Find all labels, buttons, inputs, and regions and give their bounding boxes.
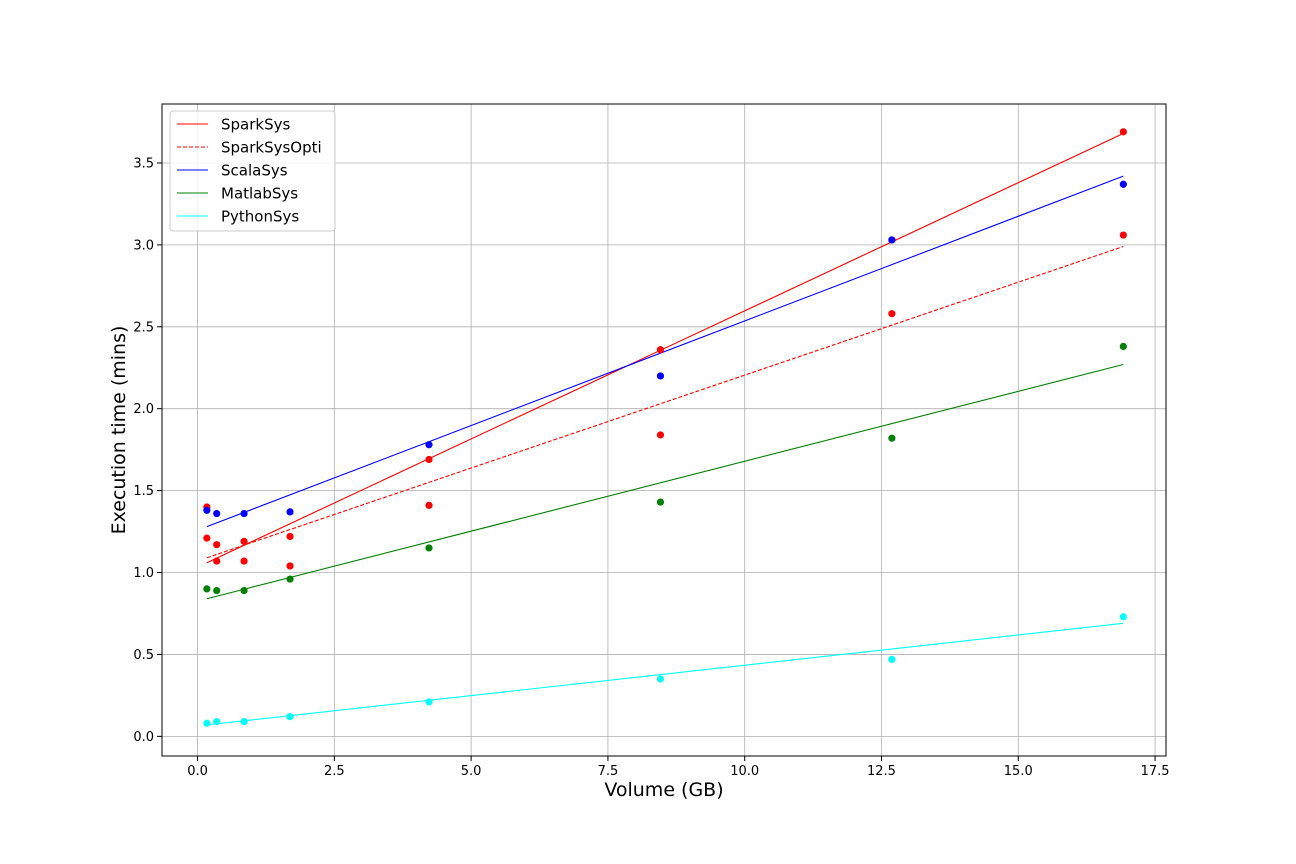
point-sparksys: [213, 541, 221, 549]
x-tick-label: 10.0: [730, 764, 759, 779]
y-tick-label: 3.5: [133, 156, 154, 171]
y-tick-label: 0.0: [133, 730, 154, 745]
point-scalasys: [656, 372, 665, 380]
point-pythonsys: [286, 713, 294, 721]
grid: [162, 104, 1166, 756]
point-pythonsys: [1119, 613, 1127, 621]
legend-box: [169, 110, 336, 232]
point-sparksys: [656, 346, 665, 354]
legend-label-scalasys: ScalaSys: [221, 162, 288, 180]
point-sparksysopti: [213, 557, 221, 565]
point-matlabsys: [425, 544, 433, 552]
point-sparksysopti: [1119, 231, 1127, 239]
point-matlabsys: [888, 434, 896, 442]
fit-line-scalasys: [206, 175, 1124, 528]
legend-label-pythonsys: PythonSys: [221, 208, 299, 226]
point-pythonsys: [213, 717, 221, 726]
point-sparksys: [240, 537, 248, 545]
point-pythonsys: [240, 717, 248, 726]
point-scalasys: [286, 508, 294, 516]
point-matlabsys: [1119, 342, 1127, 351]
fit-line-pythonsys: [206, 622, 1124, 726]
fit-lines: [206, 132, 1124, 726]
point-sparksysopti: [425, 501, 433, 509]
y-tick-label: 3.0: [133, 238, 154, 253]
point-sparksysopti: [656, 431, 665, 439]
point-sparksys: [1119, 128, 1127, 136]
x-axis-label: Volume (GB): [604, 779, 723, 801]
point-matlabsys: [240, 586, 248, 595]
plot-frame: [161, 103, 1167, 757]
y-tick-label: 1.0: [133, 566, 154, 581]
point-sparksysopti: [286, 562, 294, 570]
x-tick-label: 0.0: [187, 764, 208, 779]
point-matlabsys: [656, 498, 665, 506]
point-matlabsys: [213, 586, 221, 595]
y-tick-label: 1.5: [133, 484, 154, 499]
point-pythonsys: [656, 675, 665, 683]
point-sparksys: [425, 455, 433, 464]
data-points: [203, 128, 1127, 727]
point-sparksysopti: [240, 557, 248, 565]
point-scalasys: [425, 441, 433, 449]
legend-label-sparksysopti: SparkSysOpti: [221, 139, 322, 157]
fit-line-sparksys: [206, 132, 1124, 564]
point-pythonsys: [203, 719, 211, 727]
y-axis-label: Execution time (mins): [108, 326, 130, 535]
y-tick-label: 2.5: [133, 320, 154, 335]
fit-line-matlabsys: [206, 363, 1124, 600]
y-axis-ticks: 0.0 0.5 1.0 1.5 2.0 2.5 3.0 3.5: [133, 156, 162, 745]
y-tick-label: 0.5: [133, 648, 154, 663]
x-tick-label: 5.0: [461, 764, 482, 779]
point-scalasys: [240, 509, 248, 518]
point-matlabsys: [203, 585, 211, 593]
point-matlabsys: [286, 575, 294, 583]
point-sparksysopti: [888, 310, 896, 318]
legend: SparkSys SparkSysOpti ScalaSys MatlabSys Pyt…: [169, 110, 336, 232]
fit-line-sparksysopti: [206, 246, 1124, 559]
point-sparksys: [286, 532, 294, 541]
x-tick-label: 15.0: [1004, 764, 1033, 779]
point-pythonsys: [425, 698, 433, 706]
point-scalasys: [213, 509, 221, 518]
x-axis-ticks: 0.0 2.5 5.0 7.5 10.0 12.5 15.0 17.5: [187, 756, 1170, 779]
x-tick-label: 17.5: [1141, 764, 1170, 779]
y-tick-label: 2.0: [133, 402, 154, 417]
point-pythonsys: [888, 655, 896, 663]
point-scalasys: [888, 236, 896, 244]
x-tick-label: 2.5: [324, 764, 345, 779]
legend-label-sparksys: SparkSys: [221, 116, 290, 134]
legend-label-matlabsys: MatlabSys: [221, 185, 298, 203]
x-tick-label: 7.5: [598, 764, 619, 779]
point-scalasys: [1119, 180, 1127, 188]
point-sparksys: [203, 534, 211, 542]
point-scalasys: [203, 506, 211, 514]
x-tick-label: 12.5: [867, 764, 896, 779]
